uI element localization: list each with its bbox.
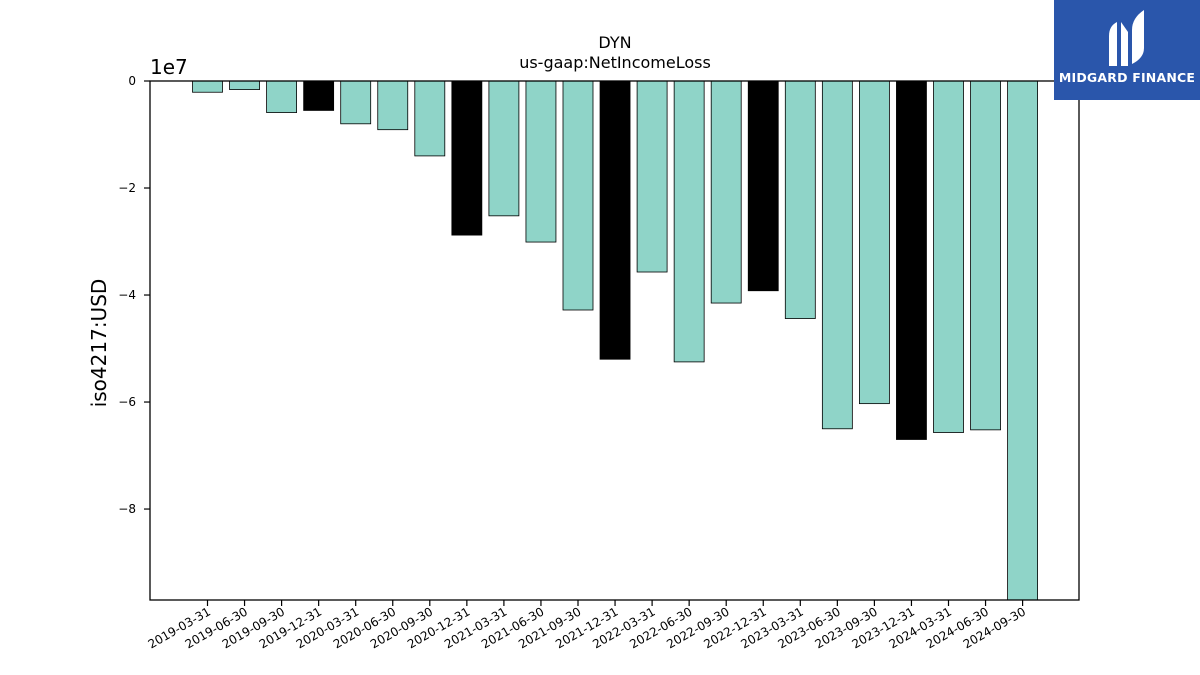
bar [747, 80, 779, 292]
brand-logo: MIDGARD FINANCE [1054, 0, 1200, 100]
y-tick-label: 0 [128, 74, 136, 88]
bar [192, 80, 223, 93]
chart-subtitle: us-gaap:NetIncomeLoss [519, 53, 711, 72]
bar [451, 80, 483, 236]
bar [340, 80, 372, 125]
bar [229, 80, 260, 90]
bar [1007, 80, 1038, 601]
bar [710, 80, 742, 304]
y-tick-label: −2 [118, 181, 136, 195]
bar [525, 80, 557, 243]
y-tick-label: −4 [118, 288, 136, 302]
bar [821, 80, 853, 430]
bar [266, 80, 298, 113]
bar [896, 80, 927, 440]
bar [377, 80, 409, 131]
bar [673, 80, 705, 363]
y-offset-label: 1e7 [150, 55, 188, 79]
bar [933, 80, 964, 433]
bar [488, 80, 520, 217]
bars [192, 80, 1038, 601]
bar [859, 80, 890, 405]
brand-name: MIDGARD FINANCE [1058, 70, 1196, 85]
bar [562, 80, 594, 311]
bar [303, 80, 335, 111]
bar [599, 80, 631, 360]
y-axis-ticks: 0 −2 −4 −6 −8 [118, 74, 150, 516]
x-axis-ticks: 2019-03-312019-06-302019-09-302019-12-31… [146, 600, 1028, 651]
chart-title: DYN [598, 33, 631, 52]
midgard-logo-icon [1109, 10, 1144, 66]
bar [636, 80, 668, 273]
y-tick-label: −6 [118, 395, 136, 409]
plot-frame [149, 80, 1080, 601]
y-axis-label: iso4217:USD [87, 279, 111, 408]
bar [784, 80, 816, 319]
y-tick-label: −8 [118, 502, 136, 516]
bar [970, 80, 1001, 431]
bar [414, 80, 446, 157]
